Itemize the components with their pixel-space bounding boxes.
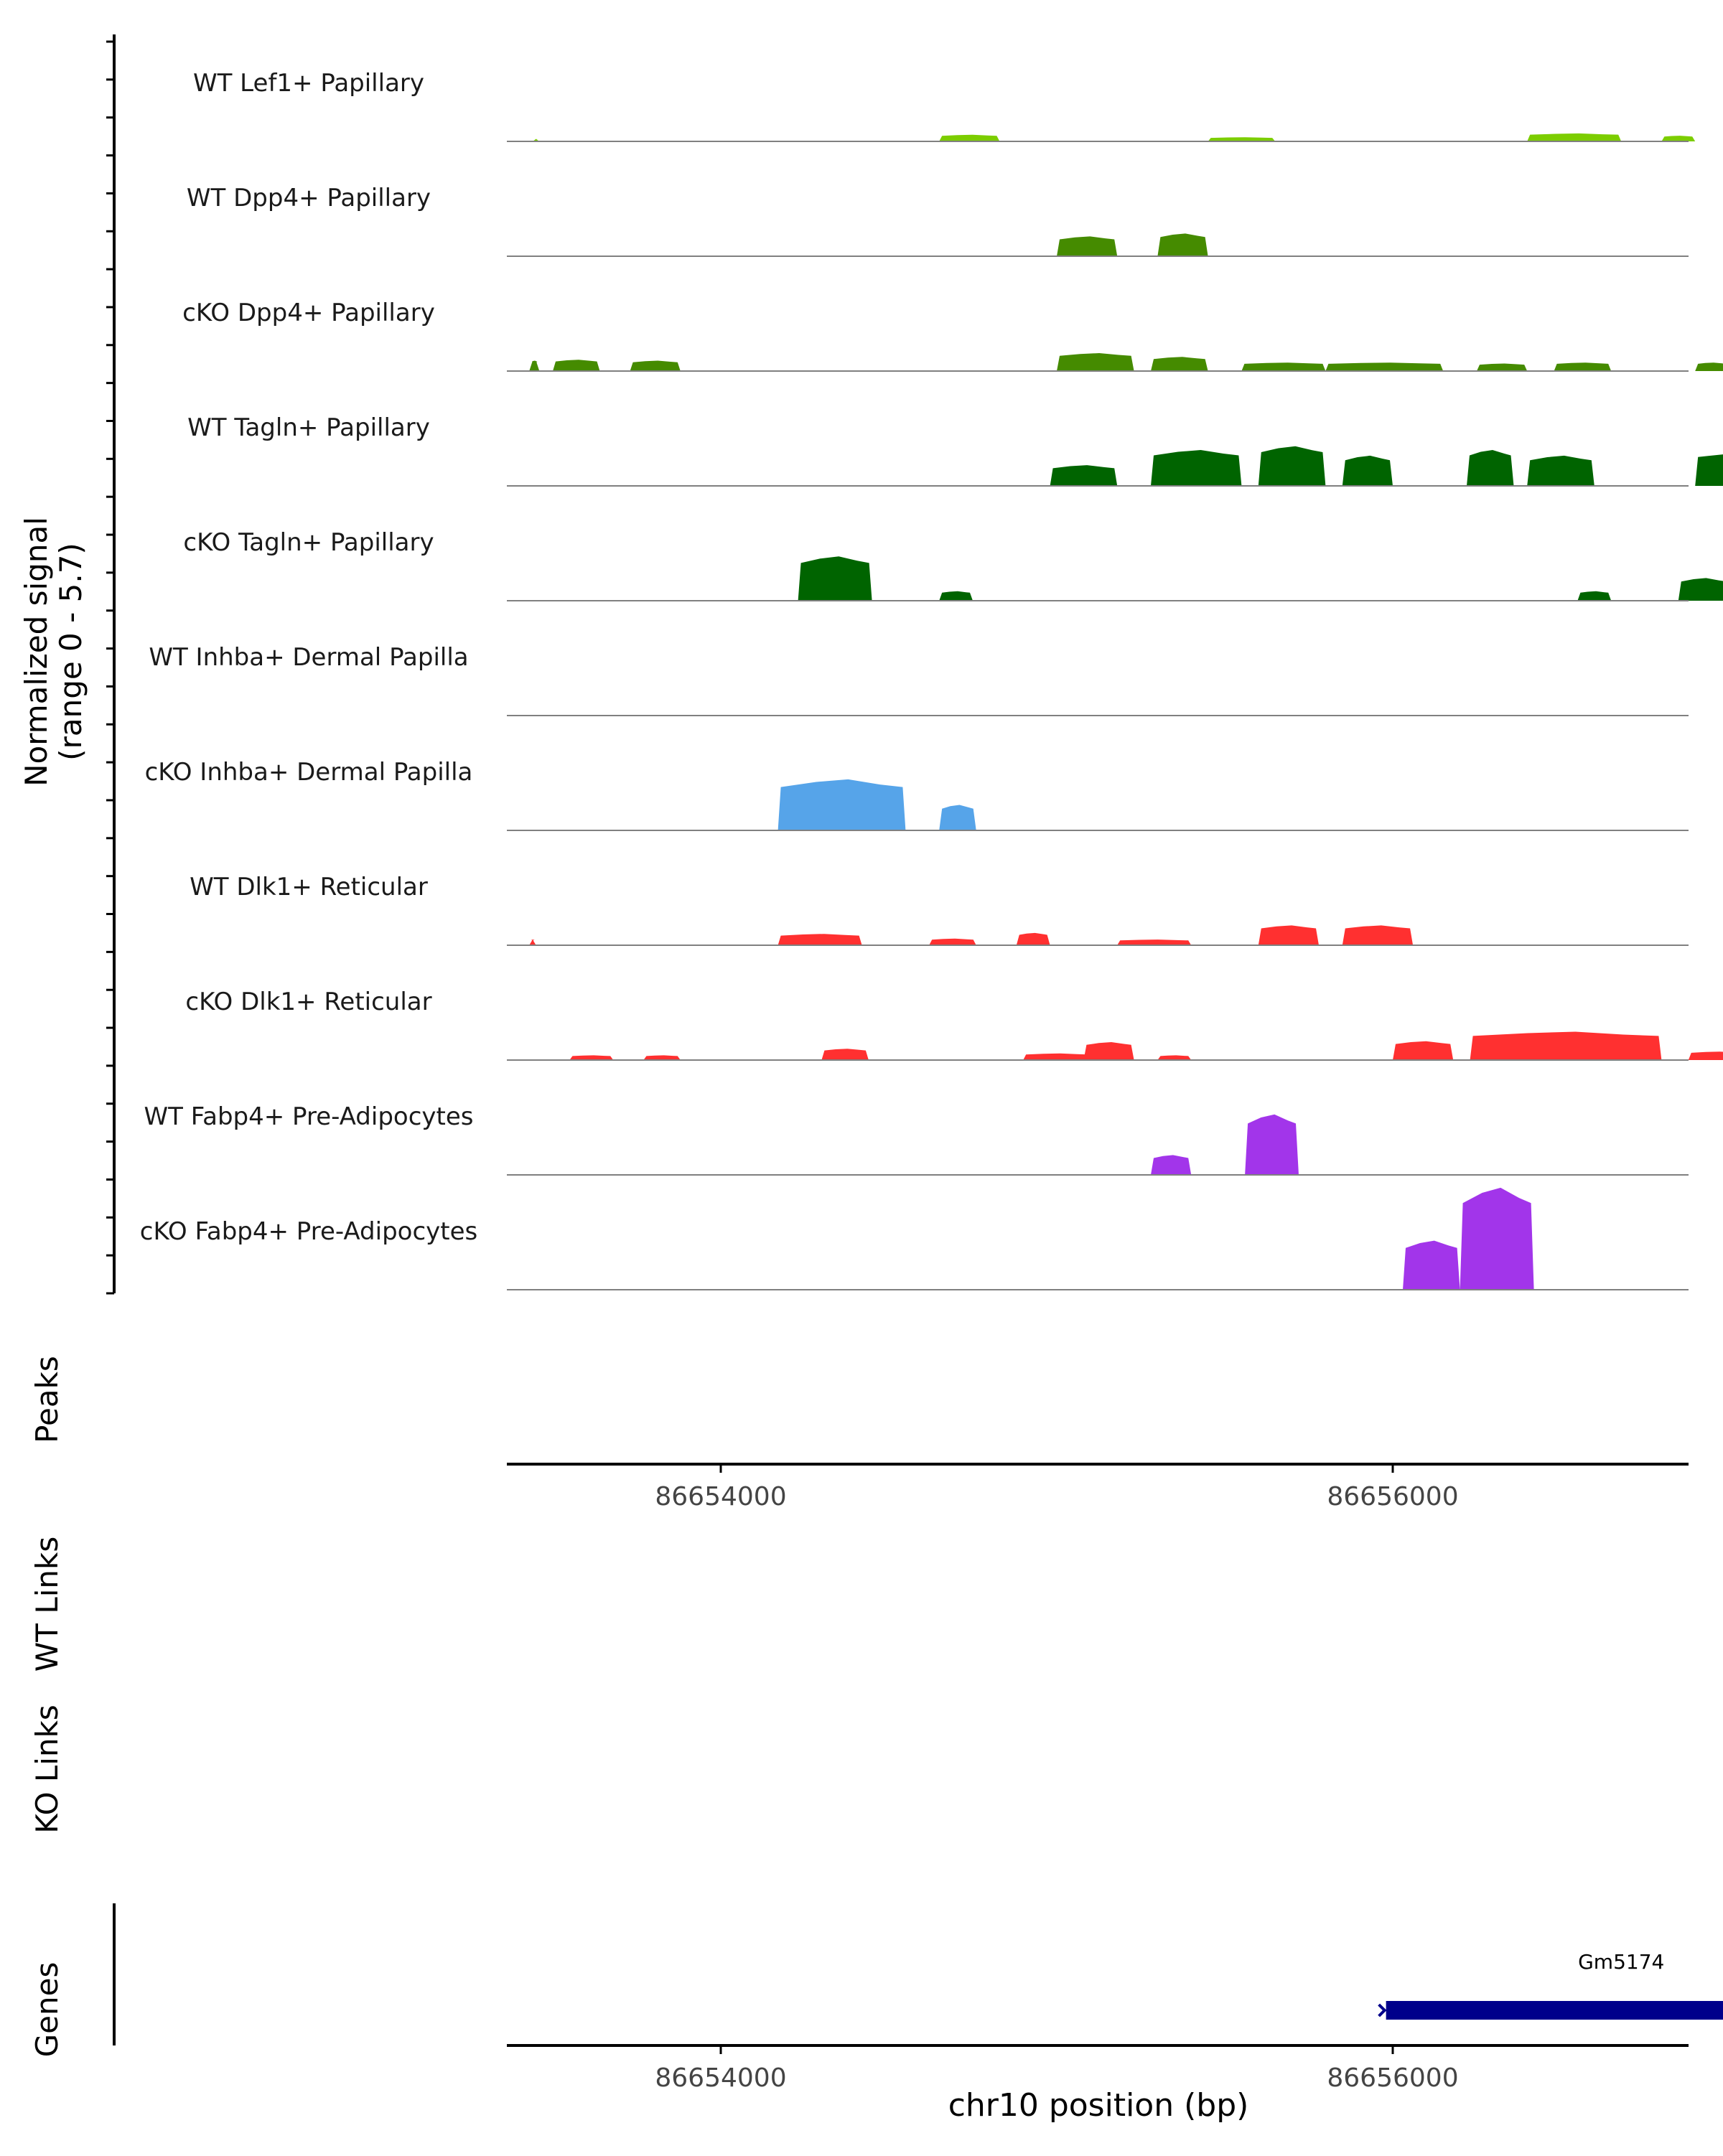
coverage-tracks: WT Lef1+ Papillary WT Dpp4+ Papillary cKO … (140, 69, 1723, 1290)
track-cko-inhba-dermal-papilla: cKO Inhba+ Dermal Papilla (145, 758, 1689, 831)
panel-label-ko-links: KO Links (29, 1705, 65, 1834)
coverage-peak (1151, 450, 1242, 486)
track-wt-dpp4-papillary: WT Dpp4+ Papillary (187, 184, 1689, 257)
coverage-peak (529, 360, 540, 371)
ylabel-line1: Normalized signal (19, 517, 54, 787)
coverage-peak (1258, 925, 1319, 945)
track-wt-dlk1-reticular: WT Dlk1+ Reticular (190, 873, 1689, 946)
coverage-peak (1241, 362, 1326, 371)
coverage-peak (1460, 1187, 1534, 1290)
track-label: WT Lef1+ Papillary (193, 69, 424, 98)
track-wt-inhba-dermal-papilla: WT Inhba+ Dermal Papilla (149, 643, 1689, 716)
coverage-peak (1325, 362, 1444, 371)
track-label: WT Fabp4+ Pre-Adipocytes (144, 1102, 474, 1131)
ylabel-line2: (range 0 - 5.7) (53, 543, 88, 761)
coverage-peak (1695, 362, 1723, 371)
track-label: WT Tagln+ Papillary (187, 413, 430, 442)
coverage-peak (798, 556, 872, 601)
peaks-x-axis: 86654000866560008665800086660000 (507, 1463, 1689, 1511)
strand-arrow-icon (1378, 2003, 1387, 2017)
coverage-peak (1151, 1155, 1192, 1175)
coverage-peak (1470, 1031, 1662, 1060)
signal-y-axis (106, 34, 116, 1295)
panel-label-wt-links: WT Links (29, 1537, 65, 1672)
coverage-peak (1342, 925, 1414, 945)
coverage-peak (1393, 1041, 1454, 1060)
coverage-peak (643, 1055, 681, 1060)
coverage-peak (1016, 932, 1050, 945)
coverage-peak (529, 939, 536, 945)
track-label: WT Inhba+ Dermal Papilla (149, 643, 468, 672)
gene-track: Gm5174 (1378, 1950, 1723, 2020)
coverage-peak (1157, 1055, 1192, 1060)
coverage-peak (1678, 578, 1723, 601)
coverage-peak (1477, 363, 1528, 371)
coverage-peak (821, 1049, 869, 1060)
genes-x-axis: 86654000866560008665800086660000 (507, 2044, 1689, 2093)
coverage-peak (569, 1055, 614, 1060)
track-cko-fabp4-pre-adipocytes: cKO Fabp4+ Pre-Adipocytes (140, 1187, 1689, 1290)
coverage-peak (630, 360, 681, 371)
signal-y-axis-label: Normalized signal (range 0 - 5.7) (19, 517, 88, 787)
coverage-peak (1527, 133, 1622, 141)
track-cko-dlk1-reticular: cKO Dlk1+ Reticular (185, 988, 1723, 1061)
coverage-peak (1527, 455, 1594, 486)
track-wt-fabp4-pre-adipocytes: WT Fabp4+ Pre-Adipocytes (144, 1102, 1689, 1176)
coverage-peak (1467, 450, 1514, 486)
coverage-peak (929, 938, 976, 945)
track-label: cKO Inhba+ Dermal Papilla (145, 758, 473, 787)
x-tick-label: 86654000 (655, 2063, 786, 2093)
coverage-peak (553, 360, 600, 371)
panel-label-genes: Genes (29, 1962, 65, 2058)
annotation-panels: Peaks WT Links KO Links Genes (29, 1356, 116, 2058)
coverage-peak (1023, 1053, 1091, 1060)
gene-name-label: Gm5174 (1578, 1950, 1664, 1974)
gene-body (1386, 2001, 1723, 2020)
coverage-peak (778, 934, 862, 945)
track-label: WT Dlk1+ Reticular (190, 873, 428, 901)
track-wt-lef1-papillary: WT Lef1+ Papillary (193, 69, 1696, 142)
coverage-peak (939, 591, 973, 601)
coverage-peak (939, 134, 1000, 141)
coverage-peak (1688, 1051, 1723, 1060)
coverage-peak (1117, 939, 1192, 945)
x-tick-label: 86656000 (1327, 1482, 1458, 1511)
track-label: WT Dpp4+ Papillary (187, 184, 431, 212)
coverage-peak (1057, 236, 1118, 256)
coverage-peak (1577, 591, 1612, 601)
coverage-peak (1151, 357, 1208, 371)
coverage-peak (1258, 446, 1326, 486)
coverage-peak (778, 779, 906, 830)
gene-gm5174: Gm5174 (1378, 1950, 1723, 2020)
coverage-peak (1695, 454, 1723, 486)
coverage-peak (1403, 1240, 1460, 1290)
x-tick-label: 86654000 (655, 1482, 786, 1511)
x-axes: 8665400086656000866580008666000086654000… (507, 1463, 1689, 2093)
coverage-peak (1057, 353, 1134, 371)
x-tick-label: 86656000 (1327, 2063, 1458, 2093)
panel-label-peaks: Peaks (29, 1356, 65, 1443)
coverage-peak (1342, 455, 1393, 486)
coverage-peak (1157, 233, 1208, 256)
track-label: cKO Dlk1+ Reticular (185, 988, 431, 1016)
track-wt-tagln-papillary: WT Tagln+ Papillary (187, 413, 1723, 487)
coverage-peak (1208, 137, 1276, 141)
track-label: cKO Dpp4+ Papillary (182, 299, 435, 327)
track-cko-tagln-papillary: cKO Tagln+ Papillary (183, 528, 1723, 601)
track-label: cKO Tagln+ Papillary (183, 528, 434, 557)
coverage-peak (1245, 1114, 1299, 1175)
track-cko-dpp4-papillary: cKO Dpp4+ Papillary (182, 299, 1723, 372)
track-label: cKO Fabp4+ Pre-Adipocytes (140, 1217, 478, 1246)
x-axis-title: chr10 position (bp) (948, 2087, 1249, 2124)
coverage-peak (1661, 136, 1696, 141)
coverage-peak (1083, 1042, 1134, 1060)
coverage-peak (1554, 362, 1612, 371)
coverage-peak (1050, 465, 1118, 486)
coverage-peak (939, 805, 976, 830)
